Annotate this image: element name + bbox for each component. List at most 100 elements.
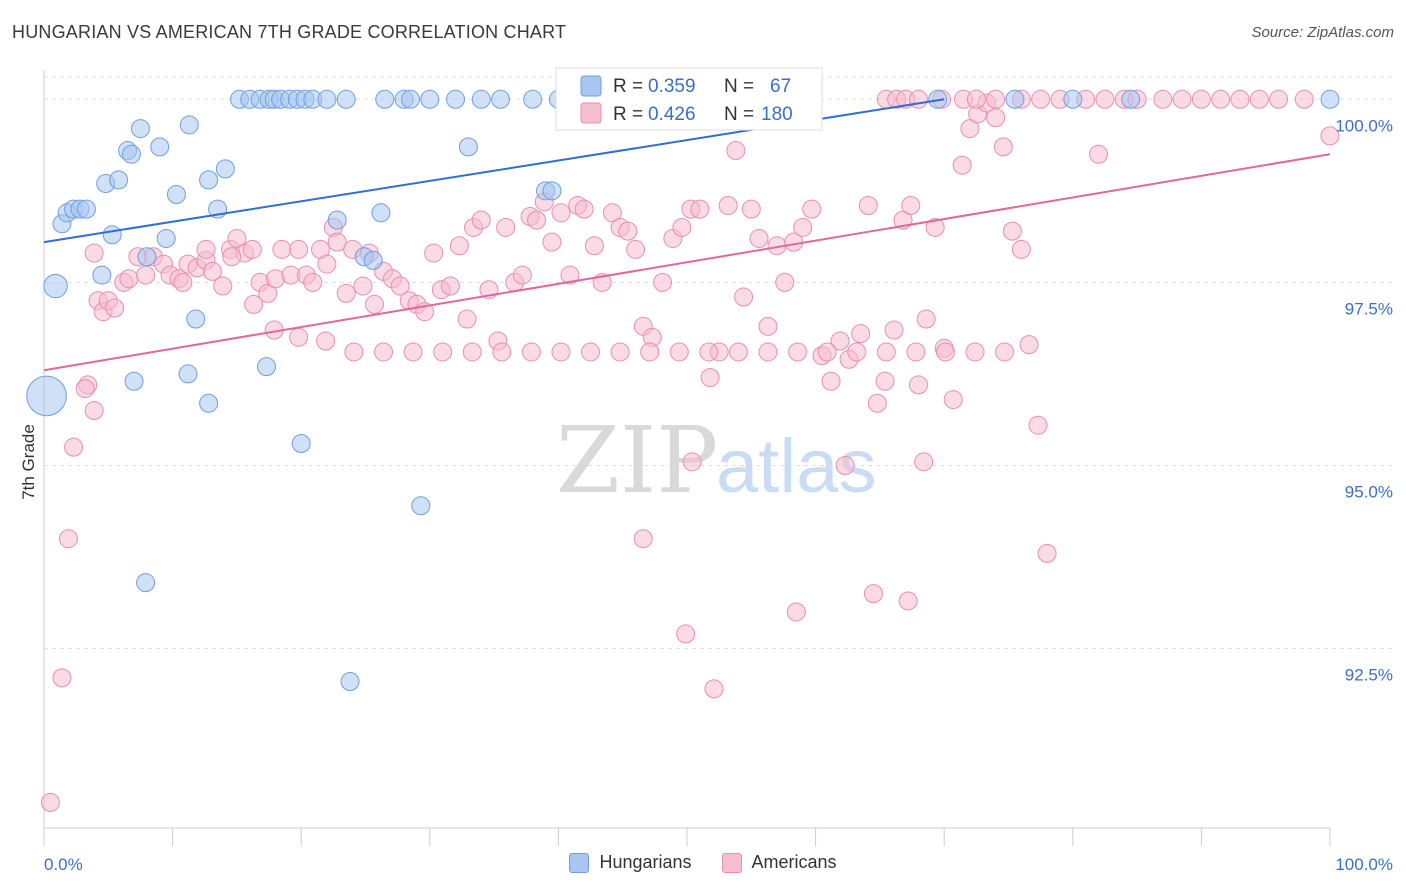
hungarian-point [156, 228, 176, 248]
hungarian-point [1121, 89, 1141, 109]
american-point [492, 342, 512, 362]
american-point [222, 247, 242, 267]
american-point [353, 276, 373, 296]
american-point [847, 342, 867, 362]
legend-swatch-americans [721, 852, 742, 873]
american-trend-line [43, 153, 1331, 372]
american-point [610, 342, 630, 362]
american-point [986, 89, 1006, 109]
legend-label-hungarians: Hungarians [599, 852, 692, 872]
american-point [440, 276, 460, 296]
american-point [173, 272, 193, 292]
american-point [258, 283, 278, 303]
american-point [496, 217, 516, 237]
american-point [1019, 335, 1039, 355]
legend-r-label: R = [613, 104, 643, 125]
american-point [943, 390, 963, 410]
american-point [512, 265, 532, 285]
hungarian-point [291, 434, 311, 454]
american-point [84, 401, 104, 421]
x-tick-label: 0.0% [44, 855, 83, 874]
american-point [457, 309, 477, 329]
hungarian-point [1320, 89, 1340, 109]
american-point [1153, 89, 1173, 109]
hungarian-point [92, 265, 112, 285]
chart-title: HUNGARIAN VS AMERICAN 7TH GRADE CORRELAT… [12, 22, 567, 42]
american-point [618, 221, 638, 241]
hungarian-point [130, 119, 150, 139]
american-point [242, 239, 262, 259]
hungarian-point [43, 273, 68, 299]
american-point [966, 89, 986, 109]
american-point [952, 155, 972, 175]
american-point [424, 243, 444, 263]
american-point [863, 584, 883, 604]
american-point [1028, 415, 1048, 435]
american-point [728, 342, 748, 362]
american-point [581, 342, 601, 362]
source-credit: Source: ZipAtlas.com [1251, 24, 1394, 41]
american-point [265, 269, 285, 289]
hungarian-point [102, 225, 122, 245]
hungarian-point [336, 89, 356, 109]
american-point [908, 89, 928, 109]
x-tick-label: 100.0% [1335, 855, 1393, 874]
legend-n-value-hungarians: 67 [770, 76, 791, 97]
legend-r-value-americans: 0.426 [648, 104, 696, 125]
hungarian-point [178, 364, 198, 384]
american-point [40, 792, 60, 812]
american-point [1269, 89, 1289, 109]
hungarian-point [491, 89, 511, 109]
american-point [105, 298, 125, 318]
american-point [1249, 89, 1269, 109]
american-point [1031, 89, 1051, 109]
legend-r-value-hungarians: 0.359 [648, 76, 696, 97]
american-point [993, 137, 1013, 157]
hungarian-point [401, 89, 421, 109]
american-point [758, 316, 778, 336]
series-hungarians [26, 89, 1340, 692]
american-point [690, 199, 710, 219]
hungarian-point [411, 496, 431, 516]
american-point [244, 294, 264, 314]
american-point [793, 217, 813, 237]
american-point [935, 342, 955, 362]
american-point [908, 375, 928, 395]
american-point [1172, 89, 1192, 109]
american-point [986, 108, 1006, 128]
american-point [867, 393, 887, 413]
american-point [272, 239, 292, 259]
american-point [202, 261, 222, 281]
american-point [884, 320, 904, 340]
watermark: ZIP atlas [556, 407, 877, 514]
american-point [374, 342, 394, 362]
american-point [52, 668, 72, 688]
american-point [901, 195, 921, 215]
american-point [906, 342, 926, 362]
american-point [521, 342, 541, 362]
american-point [682, 452, 702, 472]
american-point [1095, 89, 1115, 109]
y-axis-label: 7th Grade [19, 424, 38, 500]
series-legend: Hungarians Americans [0, 852, 1406, 873]
american-point [1320, 126, 1340, 146]
stats-legend: R = 0.359 N = 67 R = 0.426 N = 180 [555, 67, 823, 131]
hungarian-point [186, 309, 206, 329]
american-point [551, 203, 571, 223]
american-point [403, 342, 423, 362]
american-point [718, 195, 738, 215]
american-point [749, 228, 769, 248]
legend-n-label: N = [724, 76, 754, 97]
american-point [527, 210, 547, 230]
hungarian-point [375, 89, 395, 109]
american-point [898, 591, 918, 611]
legend-item-americans: Americans [721, 852, 837, 873]
american-point [830, 331, 850, 351]
american-point [1089, 144, 1109, 164]
american-point [775, 272, 795, 292]
american-point [1011, 239, 1031, 259]
tick-labels: 92.5% 95.0% 97.5% 100.0% 0.0% 100.0% [44, 116, 1393, 874]
american-point [672, 217, 692, 237]
legend-n-label: N = [724, 104, 754, 125]
